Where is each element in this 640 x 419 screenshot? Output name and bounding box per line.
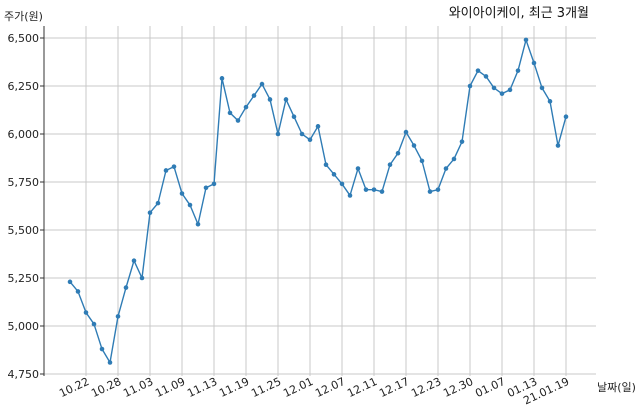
x-tick-label: 12.07 <box>313 375 347 400</box>
data-point <box>523 37 529 43</box>
data-point <box>67 279 73 285</box>
data-point <box>411 143 417 148</box>
x-tick-label: 11.03 <box>121 375 155 400</box>
data-point <box>291 114 297 120</box>
data-point <box>139 275 145 281</box>
data-point <box>227 110 233 116</box>
data-point <box>555 143 561 148</box>
data-point <box>203 185 209 191</box>
y-tick-label: 6,500 <box>8 32 40 45</box>
y-tick-label: 5,750 <box>8 176 40 189</box>
x-tick-label: 11.13 <box>185 375 219 400</box>
data-point <box>147 210 153 216</box>
y-tick-labels: 4,750 5,000 5,250 5,500 5,750 6,000 6,250 6,500 <box>8 32 40 381</box>
data-point <box>83 310 89 315</box>
data-point <box>467 83 473 89</box>
x-tick-label: 12.11 <box>345 375 379 400</box>
x-tick-label: 11.25 <box>249 375 283 400</box>
data-point <box>275 131 281 137</box>
x-tick-label: 12.23 <box>409 375 443 400</box>
data-point <box>427 189 433 194</box>
data-point <box>299 131 305 137</box>
y-tick-label: 5,000 <box>8 320 40 333</box>
data-point <box>475 68 481 73</box>
data-point <box>211 181 217 187</box>
x-tick-label: 12.17 <box>377 375 411 400</box>
data-point <box>115 314 121 319</box>
chart-title: 와이아이케이, 최근 3개월 <box>449 6 589 21</box>
data-point <box>355 166 361 171</box>
data-point <box>283 97 289 102</box>
data-point <box>75 289 81 294</box>
data-point <box>323 162 329 168</box>
y-tick-label: 4,750 <box>8 368 40 381</box>
data-points <box>67 37 569 365</box>
y-tick-label: 6,000 <box>8 128 40 141</box>
data-point <box>483 74 489 79</box>
grid-lines <box>40 26 596 376</box>
x-tick-label: 12.01 <box>281 375 315 400</box>
data-point <box>187 202 193 208</box>
data-point <box>363 187 369 192</box>
data-point <box>91 321 97 327</box>
data-point <box>171 164 177 169</box>
data-point <box>491 85 497 91</box>
data-point <box>515 68 521 73</box>
data-point <box>219 76 225 81</box>
data-point <box>531 60 537 66</box>
data-point <box>235 118 241 123</box>
series-line <box>69 39 567 364</box>
x-tick-labels: 10.2210.2811.0311.0911.1311.1911.2512.01… <box>57 375 571 407</box>
data-point <box>459 139 465 144</box>
data-point <box>339 181 345 187</box>
data-point <box>403 129 409 135</box>
y-axis-title: 주가(원) <box>4 10 43 23</box>
series-line-group <box>69 39 567 364</box>
data-point <box>131 258 137 264</box>
x-tick-label: 11.19 <box>217 375 251 400</box>
data-point <box>179 191 185 196</box>
y-tick-label: 5,250 <box>8 272 40 285</box>
y-tick-label: 5,500 <box>8 224 40 237</box>
data-point <box>315 124 321 129</box>
data-point <box>379 189 385 194</box>
data-point <box>267 97 273 102</box>
x-axis-title: 날짜(일) <box>597 380 636 394</box>
x-tick-label: 10.22 <box>57 375 91 400</box>
data-point <box>123 285 129 290</box>
data-point <box>499 91 505 96</box>
x-tick-label: 11.09 <box>153 375 187 400</box>
data-point <box>371 187 377 192</box>
data-point <box>451 156 457 162</box>
y-tick-label: 6,250 <box>8 80 40 93</box>
data-point <box>163 168 169 173</box>
data-point <box>107 360 113 365</box>
data-point <box>195 221 201 227</box>
x-tick-label: 10.28 <box>89 375 123 400</box>
data-point <box>251 93 257 98</box>
data-point <box>259 81 265 87</box>
data-point <box>99 346 105 352</box>
data-point <box>443 166 449 171</box>
data-point <box>387 162 393 168</box>
x-tick-label: 01.07 <box>473 375 507 400</box>
data-point <box>419 158 425 164</box>
data-point <box>435 187 441 192</box>
data-point <box>563 114 569 120</box>
data-point <box>243 104 249 110</box>
data-point <box>347 193 353 198</box>
data-point <box>395 150 401 156</box>
data-point <box>539 85 545 91</box>
data-point <box>507 87 513 93</box>
data-point <box>307 137 313 143</box>
x-tick-label: 12.30 <box>441 375 475 400</box>
data-point <box>547 99 553 104</box>
data-point <box>331 172 337 177</box>
data-point <box>155 200 161 206</box>
